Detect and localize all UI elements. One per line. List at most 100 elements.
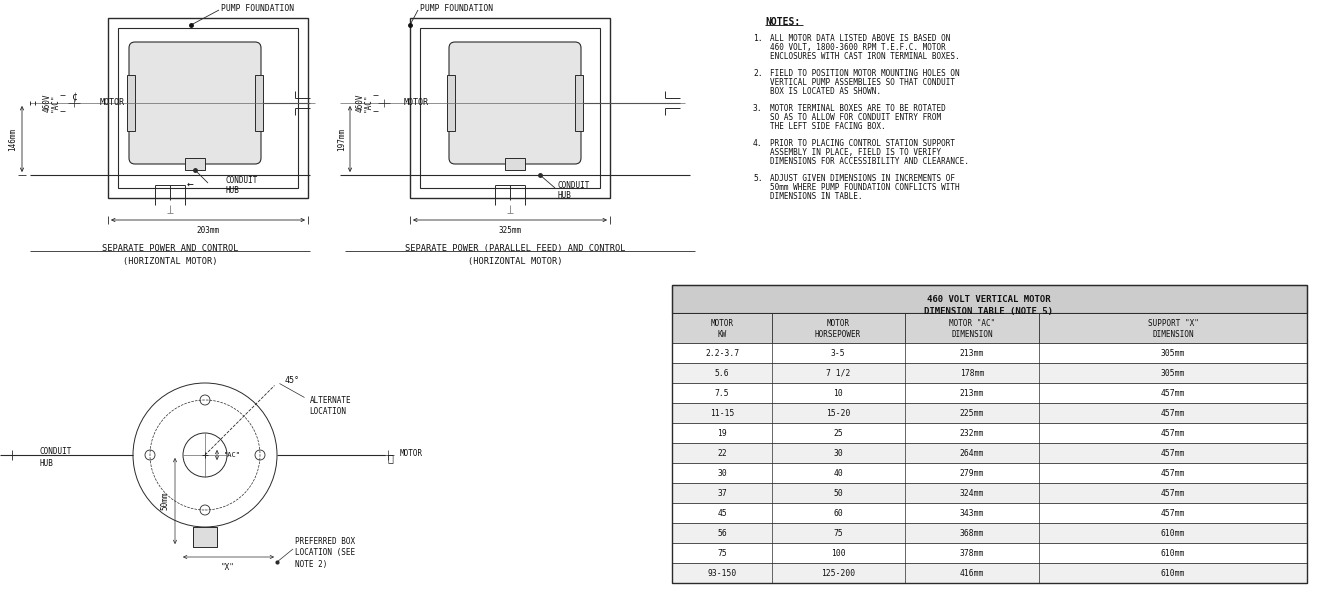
Text: 30: 30 (717, 468, 727, 478)
Text: MOTOR: MOTOR (827, 318, 849, 327)
Text: PUMP FOUNDATION: PUMP FOUNDATION (221, 4, 295, 12)
Text: 146mm: 146mm (8, 127, 17, 151)
Text: 460 VOLT VERTICAL MOTOR: 460 VOLT VERTICAL MOTOR (927, 295, 1050, 303)
Text: "AC": "AC" (50, 94, 59, 112)
Bar (672, 483, 1306, 503)
Text: 45°: 45° (284, 376, 300, 385)
Text: DIMENSION: DIMENSION (1152, 330, 1194, 339)
Text: 5.6: 5.6 (715, 368, 729, 377)
Text: 56: 56 (717, 528, 727, 537)
Text: 178mm: 178mm (960, 368, 984, 377)
Text: CONDUIT: CONDUIT (557, 180, 590, 189)
Text: 457mm: 457mm (1161, 488, 1185, 497)
FancyBboxPatch shape (449, 42, 581, 164)
Bar (672, 443, 1306, 463)
Bar (672, 285, 1306, 583)
FancyBboxPatch shape (129, 42, 262, 164)
Text: 15-20: 15-20 (826, 409, 851, 418)
Text: MOTOR: MOTOR (711, 318, 733, 327)
Text: 213mm: 213mm (960, 349, 984, 358)
Text: 279mm: 279mm (960, 468, 984, 478)
Text: 197mm: 197mm (337, 127, 346, 151)
Text: 305mm: 305mm (1161, 368, 1185, 377)
Text: 610mm: 610mm (1161, 528, 1185, 537)
Text: 325mm: 325mm (498, 226, 522, 234)
Text: ASSEMBLY IN PLACE, FIELD IS TO VERIFY: ASSEMBLY IN PLACE, FIELD IS TO VERIFY (770, 148, 941, 156)
Text: 75: 75 (717, 549, 727, 558)
Text: PREFERRED BOX: PREFERRED BOX (295, 537, 355, 546)
Text: 50mm WHERE PUMP FOUNDATION CONFLICTS WITH: 50mm WHERE PUMP FOUNDATION CONFLICTS WIT… (770, 183, 959, 192)
Text: DIMENSIONS IN TABLE.: DIMENSIONS IN TABLE. (770, 192, 863, 201)
Text: PRIOR TO PLACING CONTROL STATION SUPPORT: PRIOR TO PLACING CONTROL STATION SUPPORT (770, 139, 955, 148)
Bar (575, 75, 583, 131)
Text: 457mm: 457mm (1161, 389, 1185, 397)
Text: "AC": "AC" (363, 94, 373, 112)
Bar (672, 403, 1306, 423)
Text: HUB: HUB (557, 190, 572, 199)
Text: MOTOR "AC": MOTOR "AC" (948, 318, 995, 327)
Text: 5.: 5. (753, 174, 762, 183)
Text: 368mm: 368mm (960, 528, 984, 537)
Text: (HORIZONTAL MOTOR): (HORIZONTAL MOTOR) (123, 256, 217, 265)
Text: LOCATION: LOCATION (309, 407, 346, 416)
Text: "AC": "AC" (225, 452, 240, 458)
Text: 60: 60 (834, 509, 843, 518)
Text: HUB: HUB (225, 186, 239, 195)
Text: 457mm: 457mm (1161, 509, 1185, 518)
Text: HORSEPOWER: HORSEPOWER (815, 330, 861, 339)
Text: NOTE 2): NOTE 2) (295, 559, 328, 568)
Text: ℄: ℄ (387, 453, 392, 463)
Text: MOTOR: MOTOR (400, 449, 423, 459)
Bar (185, 158, 205, 170)
Text: 2.2-3.7: 2.2-3.7 (705, 349, 738, 358)
Text: DIMENSIONS FOR ACCESSIBILITY AND CLEARANCE.: DIMENSIONS FOR ACCESSIBILITY AND CLEARAN… (770, 156, 968, 165)
Text: 45: 45 (717, 509, 727, 518)
Text: 343mm: 343mm (960, 509, 984, 518)
Text: 457mm: 457mm (1161, 428, 1185, 437)
Text: 19: 19 (717, 428, 727, 437)
Text: 232mm: 232mm (960, 428, 984, 437)
Text: 610mm: 610mm (1161, 549, 1185, 558)
Bar (410, 18, 610, 198)
Text: 457mm: 457mm (1161, 468, 1185, 478)
Text: MOTOR TERMINAL BOXES ARE TO BE ROTATED: MOTOR TERMINAL BOXES ARE TO BE ROTATED (770, 104, 946, 112)
Text: SUPPORT "X": SUPPORT "X" (1148, 318, 1198, 327)
Text: DIMENSION TABLE (NOTE 5): DIMENSION TABLE (NOTE 5) (925, 306, 1054, 315)
Text: BOX IS LOCATED AS SHOWN.: BOX IS LOCATED AS SHOWN. (770, 86, 881, 96)
Text: THE LEFT SIDE FACING BOX.: THE LEFT SIDE FACING BOX. (770, 121, 885, 130)
Text: SO AS TO ALLOW FOR CONDUIT ENTRY FROM: SO AS TO ALLOW FOR CONDUIT ENTRY FROM (770, 112, 941, 121)
Text: 457mm: 457mm (1161, 409, 1185, 418)
Text: 460V: 460V (42, 94, 52, 112)
Bar (193, 527, 217, 547)
Bar (420, 28, 600, 188)
Text: 3-5: 3-5 (831, 349, 845, 358)
Text: 93-150: 93-150 (707, 568, 737, 578)
Text: ALTERNATE: ALTERNATE (309, 396, 351, 405)
Text: 100: 100 (831, 549, 845, 558)
Text: 203mm: 203mm (197, 226, 219, 234)
Text: HUB: HUB (40, 459, 54, 468)
Text: 264mm: 264mm (960, 449, 984, 458)
Text: 11-15: 11-15 (709, 409, 734, 418)
Bar (505, 158, 524, 170)
Bar (127, 75, 135, 131)
Text: 40: 40 (834, 468, 843, 478)
Text: 460V: 460V (355, 94, 365, 112)
Text: (HORIZONTAL MOTOR): (HORIZONTAL MOTOR) (468, 256, 563, 265)
Text: LOCATION (SEE: LOCATION (SEE (295, 549, 355, 558)
Text: 610mm: 610mm (1161, 568, 1185, 578)
Text: VERTICAL PUMP ASSEMBLIES SO THAT CONDUIT: VERTICAL PUMP ASSEMBLIES SO THAT CONDUIT (770, 77, 955, 86)
Text: ADJUST GIVEN DIMENSIONS IN INCREMENTS OF: ADJUST GIVEN DIMENSIONS IN INCREMENTS OF (770, 174, 955, 183)
Bar (446, 75, 454, 131)
Bar (672, 523, 1306, 543)
Text: KW: KW (717, 330, 727, 339)
Text: 1.: 1. (753, 33, 762, 42)
Bar (672, 343, 1306, 363)
Text: SEPARATE POWER (PARALLEL FEED) AND CONTROL: SEPARATE POWER (PARALLEL FEED) AND CONTR… (404, 243, 625, 252)
Text: 50mm: 50mm (160, 491, 169, 511)
Text: CONDUIT: CONDUIT (225, 176, 258, 184)
Text: ALL MOTOR DATA LISTED ABOVE IS BASED ON: ALL MOTOR DATA LISTED ABOVE IS BASED ON (770, 33, 950, 42)
Text: FIELD TO POSITION MOTOR MOUNTING HOLES ON: FIELD TO POSITION MOTOR MOUNTING HOLES O… (770, 68, 959, 77)
Text: 25: 25 (834, 428, 843, 437)
Bar (672, 503, 1306, 523)
